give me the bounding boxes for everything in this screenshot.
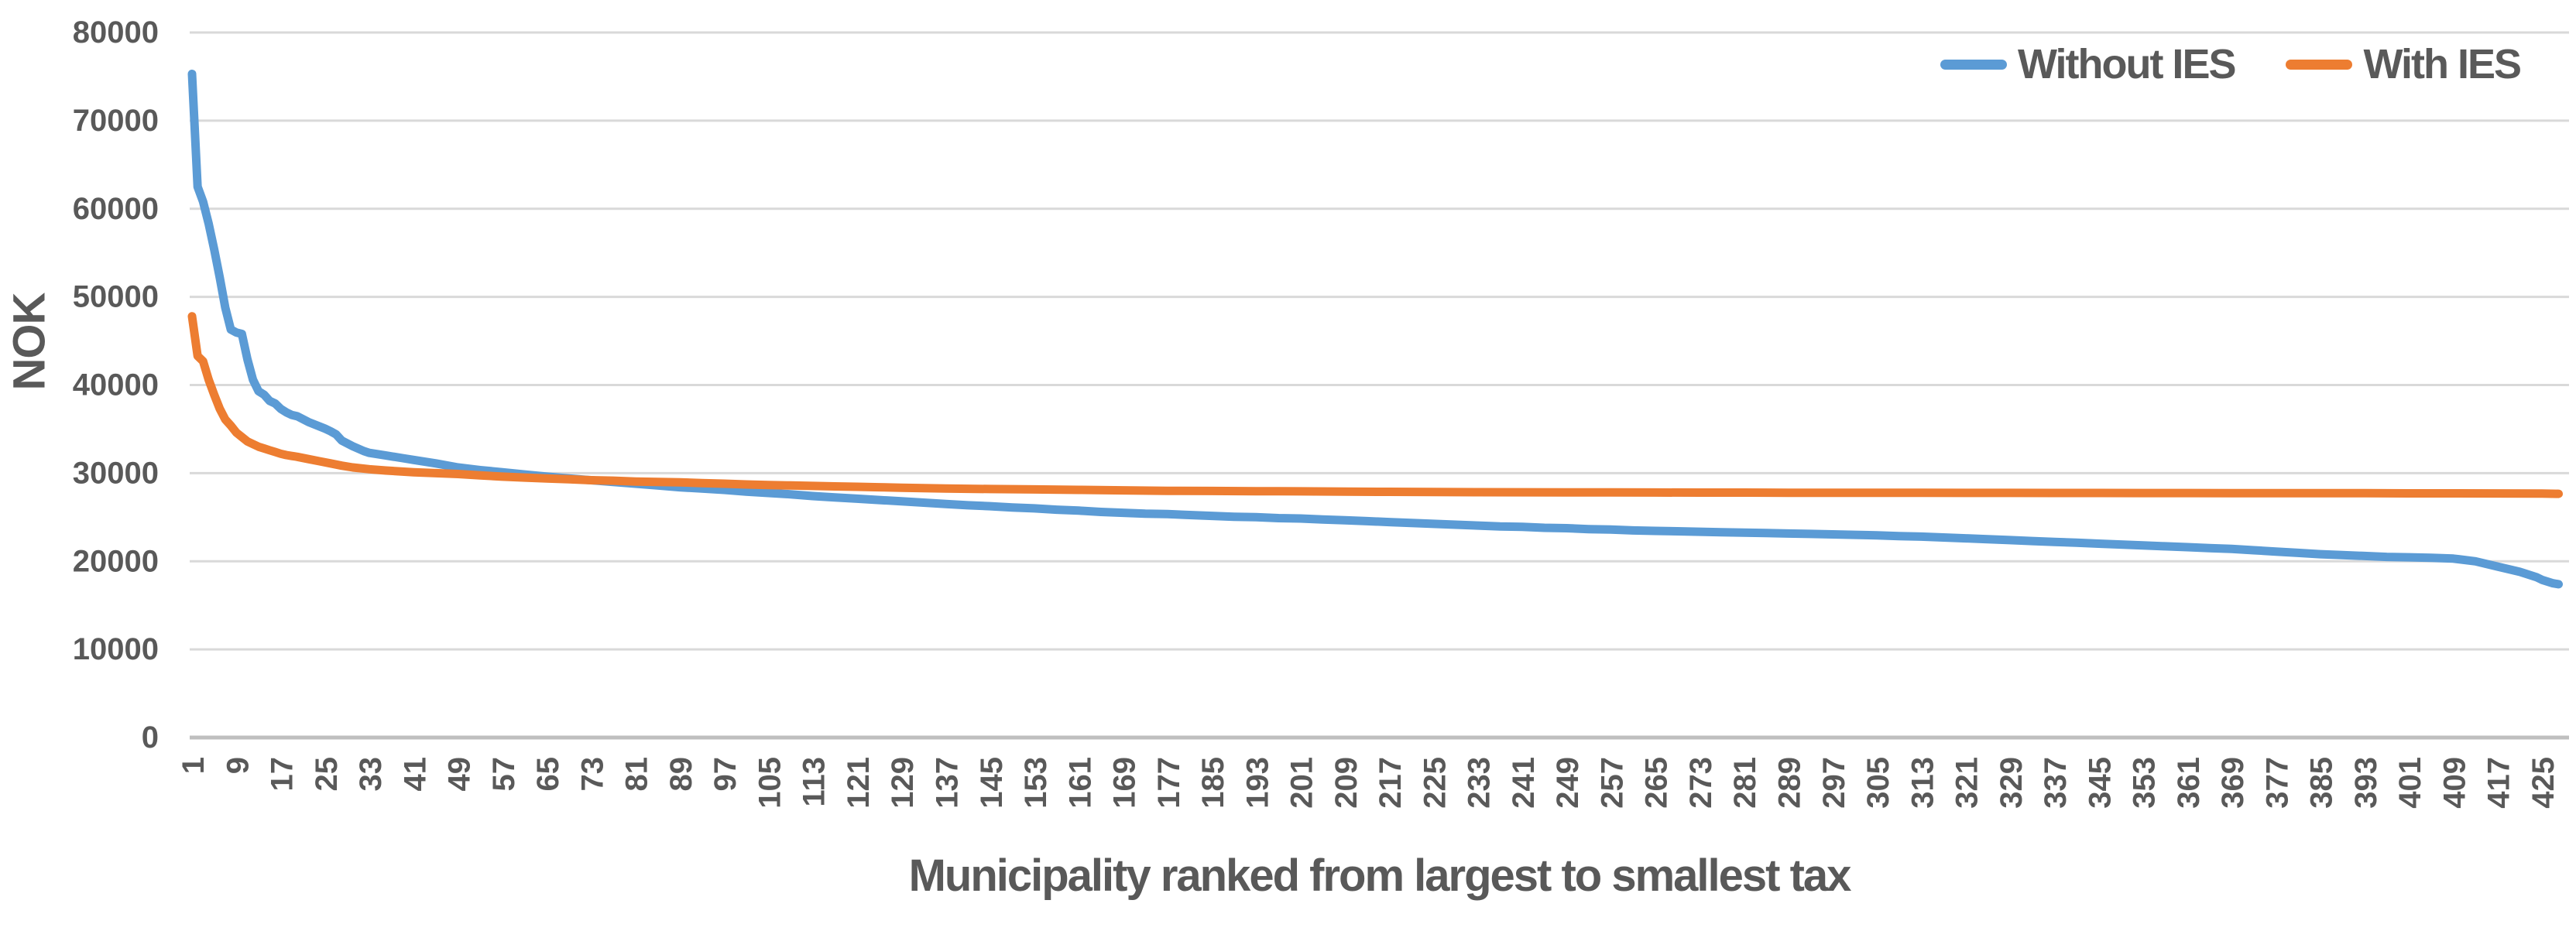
- x-tick-label: 17: [266, 757, 300, 792]
- y-axis-title: NOK: [4, 293, 55, 391]
- x-tick-label: 329: [1995, 757, 2029, 809]
- x-tick-label: 273: [1684, 757, 1718, 809]
- x-tick-label: 65: [531, 757, 565, 792]
- x-tick-label: 81: [620, 757, 654, 792]
- x-tick-label: 137: [930, 757, 964, 809]
- y-tick-label: 70000: [73, 104, 159, 138]
- y-tick-label: 80000: [73, 15, 159, 50]
- series-line-without-ies: [187, 70, 2563, 589]
- legend-swatch-with-ies: [2286, 59, 2353, 70]
- y-tick-label: 20000: [73, 544, 159, 578]
- x-tick-label: 409: [2437, 757, 2471, 809]
- x-tick-label: 1: [177, 757, 211, 774]
- legend-item-with-ies: With IES: [2286, 40, 2522, 88]
- x-tick-label: 121: [842, 757, 876, 809]
- x-tick-label: 417: [2482, 757, 2516, 809]
- x-tick-label: 89: [664, 757, 698, 792]
- x-tick-label: 297: [1817, 757, 1851, 809]
- x-tick-label: 41: [398, 757, 432, 792]
- y-tick-label: 40000: [73, 368, 159, 402]
- x-tick-label: 361: [2172, 757, 2206, 809]
- x-tick-label: 73: [575, 757, 609, 792]
- legend-label-with-ies: With IES: [2363, 41, 2522, 87]
- legend-item-without-ies: Without IES: [1940, 40, 2236, 88]
- x-tick-label: 153: [1019, 757, 1053, 809]
- x-tick-label: 33: [354, 757, 388, 792]
- x-tick-label: 161: [1063, 757, 1097, 809]
- x-tick-label: 393: [2349, 757, 2383, 809]
- x-tick-label: 281: [1728, 757, 1762, 809]
- x-tick-label: 257: [1595, 757, 1629, 809]
- x-tick-label: 345: [2083, 757, 2117, 809]
- x-tick-label: 217: [1374, 757, 1408, 809]
- x-tick-label: 177: [1152, 757, 1186, 809]
- x-tick-label: 353: [2128, 757, 2162, 809]
- x-tick-label: 377: [2260, 757, 2294, 809]
- x-tick-label: 113: [797, 757, 832, 807]
- legend-label-without-ies: Without IES: [2018, 41, 2236, 87]
- x-tick-label: 289: [1773, 757, 1807, 809]
- x-tick-label: 169: [1108, 757, 1142, 809]
- legend-swatch-without-ies: [1940, 59, 2008, 70]
- x-tick-label: 305: [1861, 757, 1895, 809]
- x-tick-label: 313: [1905, 757, 1940, 809]
- x-tick-label: 97: [708, 757, 743, 792]
- x-tick-label: 265: [1640, 757, 1674, 809]
- x-tick-label: 145: [975, 757, 1009, 809]
- x-tick-label: 425: [2526, 757, 2561, 809]
- x-tick-label: 337: [2039, 757, 2073, 809]
- x-tick-label: 129: [886, 757, 920, 809]
- x-tick-label: 233: [1463, 757, 1497, 809]
- y-tick-label: 0: [142, 720, 159, 755]
- x-tick-label: 241: [1507, 757, 1541, 809]
- x-tick-label: 193: [1240, 757, 1274, 809]
- x-tick-label: 385: [2305, 757, 2339, 809]
- y-tick-label: 60000: [73, 192, 159, 226]
- x-tick-label: 209: [1329, 757, 1363, 809]
- x-tick-label: 201: [1285, 757, 1319, 809]
- y-tick-label: 50000: [73, 280, 159, 314]
- series-line-with-ies: [187, 312, 2563, 498]
- x-tick-label: 49: [443, 757, 477, 792]
- x-tick-label: 225: [1418, 757, 1452, 809]
- y-tick-label: 30000: [73, 456, 159, 490]
- x-tick-label: 105: [753, 757, 787, 809]
- x-tick-label: 57: [487, 757, 521, 792]
- x-tick-label: 185: [1196, 757, 1230, 809]
- y-tick-label: 10000: [73, 632, 159, 666]
- x-tick-label: 401: [2393, 757, 2427, 809]
- x-tick-label: 321: [1950, 757, 1984, 809]
- x-tick-label: 249: [1551, 757, 1585, 809]
- x-tick-label: 25: [310, 757, 344, 792]
- x-tick-label: 369: [2216, 757, 2250, 809]
- x-tick-label: 9: [221, 757, 255, 774]
- chart-legend: Without IES With IES: [1940, 40, 2522, 88]
- x-axis-title: Municipality ranked from largest to smal…: [908, 851, 1852, 901]
